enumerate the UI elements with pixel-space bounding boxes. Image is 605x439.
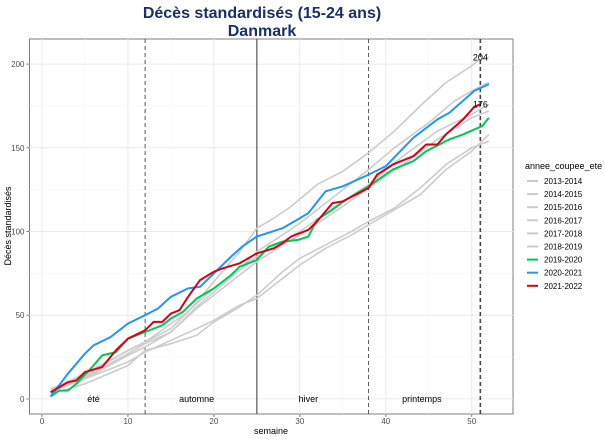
x-tick-label: 40: [381, 417, 390, 426]
series-lines: [49, 56, 490, 398]
legend-label: 2017-2018: [544, 229, 583, 238]
plot-panel: [29, 38, 514, 415]
series-line-2015-2016: [50, 103, 490, 390]
x-tick-label: 10: [123, 417, 132, 426]
series-line-2014-2015: [50, 81, 490, 393]
season-label: printemps: [402, 394, 442, 404]
series-line-2021-2022: [50, 103, 481, 394]
legend-label: 2020-2021: [544, 269, 583, 278]
legend-label: 2021-2022: [544, 282, 583, 291]
y-axis-ticks: 0 50 100 150 200: [11, 60, 30, 404]
y-tick-label: 150: [11, 144, 25, 153]
y-tick-label: 200: [11, 60, 25, 69]
x-tick-label: 30: [295, 417, 304, 426]
legend-label: 2015-2016: [544, 203, 583, 212]
y-axis-label: Décès standardisés: [3, 186, 13, 266]
season-label: automne: [179, 394, 214, 404]
chart-title: Décès standardisés (15-24 ans): [143, 5, 381, 22]
series-line-2018-2019: [50, 140, 490, 395]
series-line-2013-2014: [50, 56, 490, 392]
season-dividers: [144, 39, 482, 414]
y-tick-label: 100: [11, 228, 25, 237]
season-label: hiver: [299, 394, 319, 404]
legend-label: 2013-2014: [544, 177, 583, 186]
season-label: été: [87, 394, 100, 404]
annotations: 204 176: [473, 52, 488, 109]
value-label: 204: [473, 52, 488, 62]
y-tick-label: 0: [20, 395, 25, 404]
series-line-2019-2020: [50, 117, 490, 398]
series-line-2020-2021: [49, 83, 490, 398]
season-labels: été automne hiver printemps: [87, 394, 442, 404]
legend-label: 2019-2020: [544, 256, 583, 265]
legend-label: 2018-2019: [544, 243, 583, 252]
legend-title: annee_coupee_ete: [525, 161, 602, 171]
legend-label: 2016-2017: [544, 216, 583, 225]
y-tick-label: 50: [16, 311, 25, 320]
x-axis-label: semaine: [254, 426, 288, 436]
x-tick-label: 0: [40, 417, 45, 426]
series-line-2017-2018: [50, 133, 490, 392]
value-label: 176: [473, 99, 488, 109]
x-tick-label: 50: [467, 417, 476, 426]
x-tick-label: 20: [209, 417, 218, 426]
legend-label: 2014-2015: [544, 190, 583, 199]
legend: 2013-2014 2014-2015 2015-2016 2016-2017 2017…: [527, 177, 583, 291]
chart-subtitle: Danmark: [228, 23, 297, 40]
x-axis-ticks: 0 10 20 30 40 50: [40, 414, 477, 426]
